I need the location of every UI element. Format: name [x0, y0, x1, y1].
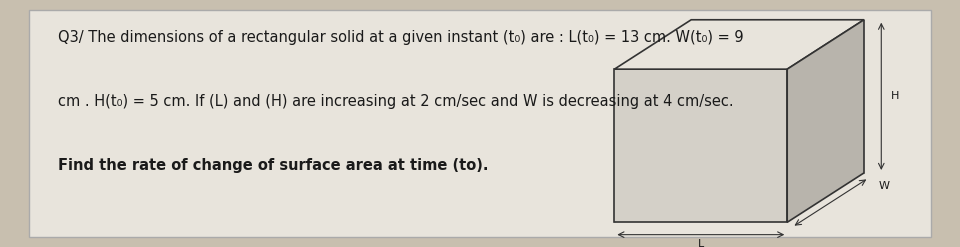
Text: W: W — [878, 182, 889, 191]
Text: cm . H(t₀) = 5 cm. If (L) and (H) are increasing at 2 cm/sec and W is decreasing: cm . H(t₀) = 5 cm. If (L) and (H) are in… — [58, 94, 733, 109]
Text: L: L — [698, 239, 704, 247]
Text: H: H — [891, 91, 900, 101]
Polygon shape — [614, 69, 787, 222]
Polygon shape — [787, 20, 864, 222]
Text: Find the rate of change of surface area at time (to).: Find the rate of change of surface area … — [58, 158, 488, 173]
FancyBboxPatch shape — [29, 10, 931, 237]
Polygon shape — [614, 20, 864, 69]
Text: Q3/ The dimensions of a rectangular solid at a given instant (t₀) are : L(t₀) = : Q3/ The dimensions of a rectangular soli… — [58, 30, 743, 45]
